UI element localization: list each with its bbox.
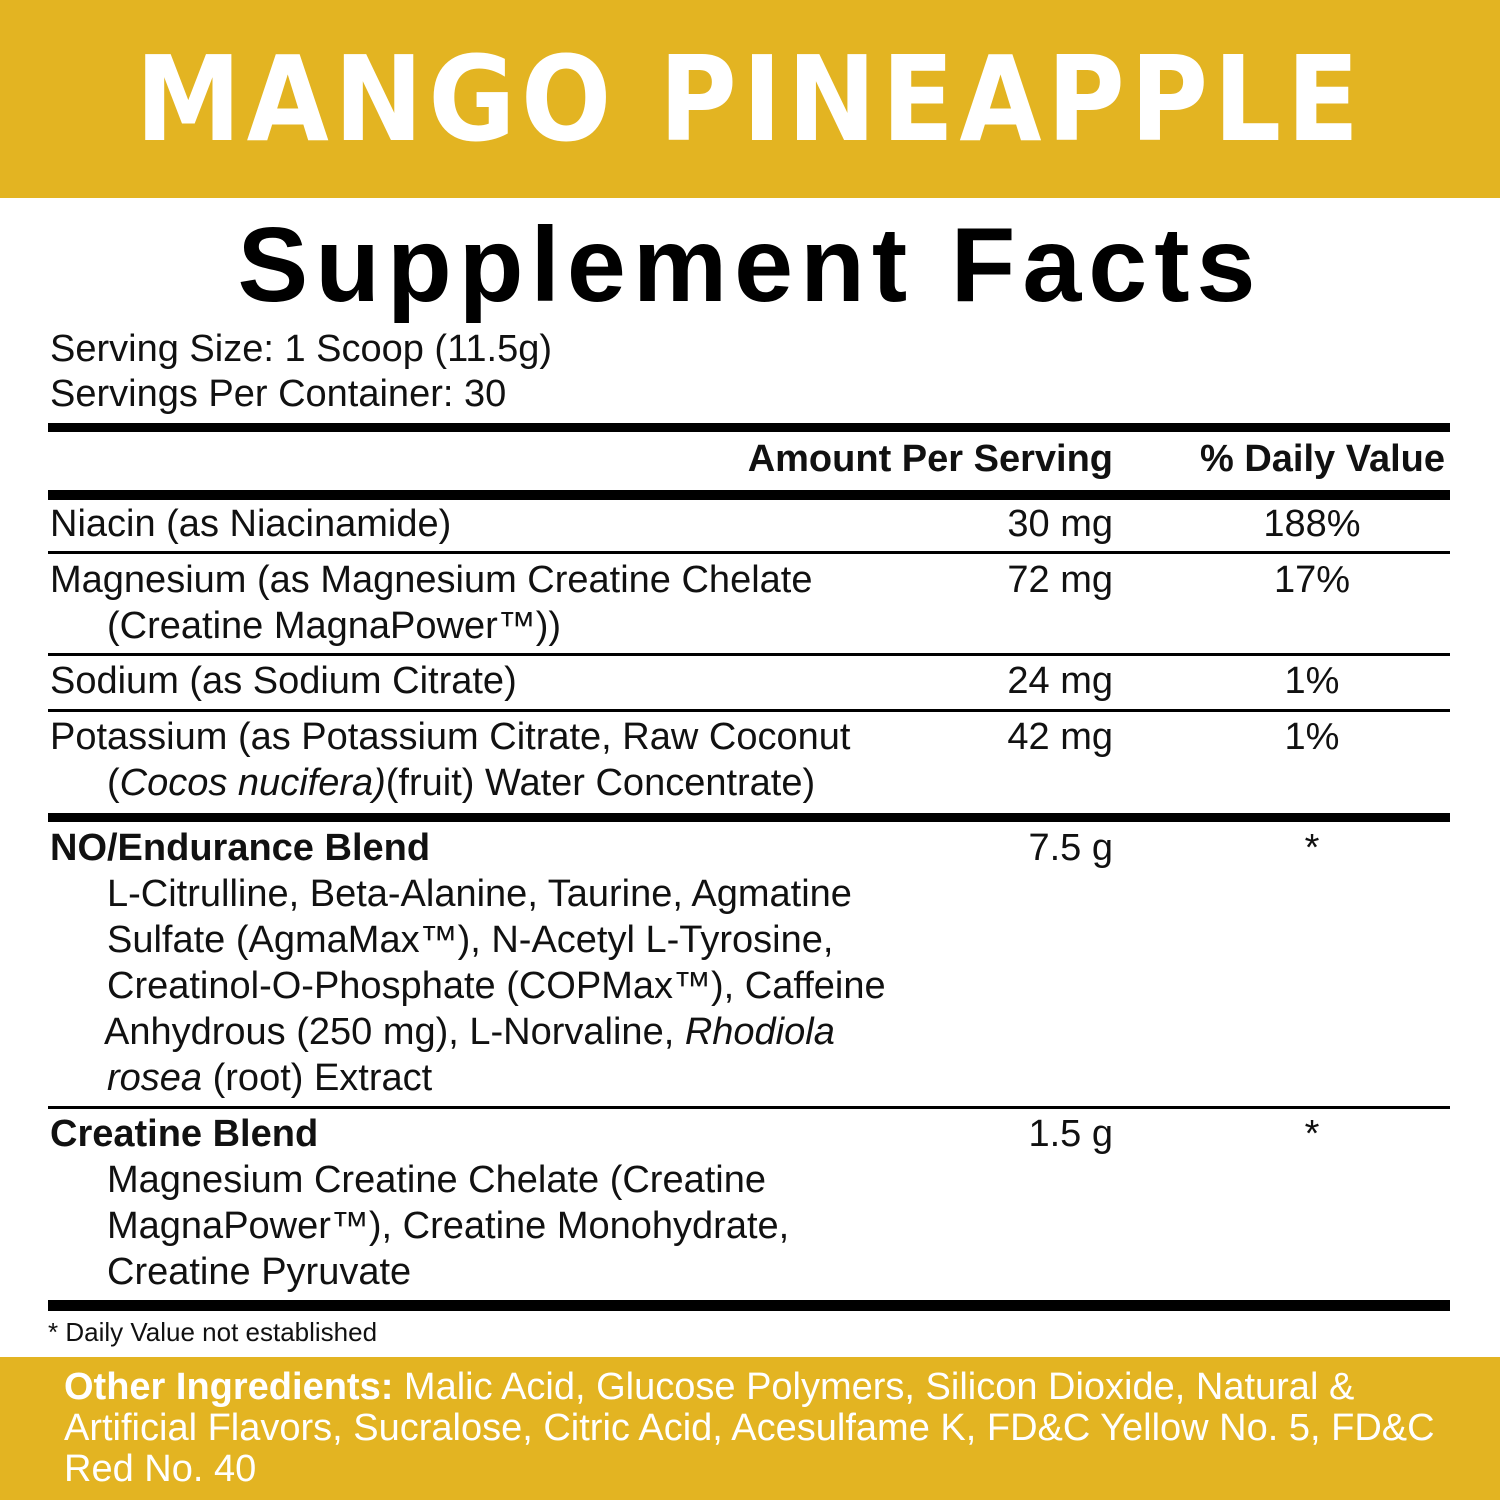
divider [48,813,1450,822]
amount-header: Amount Per Serving [747,438,1113,480]
nutrient-name: Potassium (as Potassium Citrate, Raw Coc… [50,716,851,758]
blend-ingredient-line: MagnaPower™), Creatine Monohydrate, [107,1205,790,1247]
other-ingredients-label: Other Ingredients: [64,1366,394,1408]
italic-text: Cocos nucifera) [119,762,386,804]
nutrient-amount: 24 mg [1007,660,1113,702]
divider [48,653,1450,656]
text: ( [107,762,120,804]
other-ingredients-text: Malic Acid, Glucose Polymers, Silicon Di… [64,1366,1435,1490]
nutrient-amount: 72 mg [1007,559,1113,601]
nutrient-dv: 17% [1273,559,1351,601]
blend-ingredient-line: Anhydrous (250 mg), L-Norvaline, Rhodiol… [104,1009,835,1055]
blend-name: NO/Endurance Blend [50,827,431,869]
nutrient-dv: 1% [1284,716,1340,758]
nutrient-name-cont: (Creatine MagnaPower™)) [107,605,562,647]
italic-text: rosea [107,1057,203,1099]
divider [48,551,1450,554]
text: (fruit) Water Concentrate) [385,762,816,804]
nutrient-name-cont: (Cocos nucifera)(fruit) Water Concentrat… [107,760,815,806]
nutrient-dv: 1% [1284,660,1340,702]
flavor-banner [0,0,1500,198]
nutrient-amount: 30 mg [1007,503,1113,545]
blend-ingredient-line: Sulfate (AgmaMax™), N-Acetyl L-Tyrosine, [107,919,834,961]
nutrient-amount: 42 mg [1007,716,1113,758]
text: Anhydrous (250 mg), L-Norvaline, [104,1011,685,1053]
footnote: * Daily Value not established [48,1317,378,1347]
blend-ingredient-line: Creatine Pyruvate [107,1251,412,1293]
page-title: Supplement Facts [237,206,1263,324]
divider [48,709,1450,712]
italic-text: Rhodiola [684,1011,835,1053]
blend-ingredient-line: Creatinol-O-Phosphate (COPMax™), Caffein… [107,965,886,1007]
blend-ingredient-line: Magnesium Creatine Chelate (Creatine [107,1159,766,1201]
nutrient-name: Magnesium (as Magnesium Creatine Chelate [50,559,813,601]
flavor-title: MANGO PINEAPPLE [135,30,1365,168]
blend-amount: 1.5 g [1028,1113,1113,1155]
blend-name: Creatine Blend [50,1113,319,1155]
blend-ingredient-line: rosea (root) Extract [107,1055,432,1101]
text: (root) Extract [202,1057,433,1099]
blend-dv: * [1304,827,1320,869]
blend-ingredient-line: L-Citrulline, Beta-Alanine, Taurine, Agm… [107,873,852,915]
servings-per-container: Servings Per Container: 30 [50,373,507,415]
blend-dv: * [1304,1113,1320,1155]
divider [48,1300,1450,1311]
blend-amount: 7.5 g [1028,827,1113,869]
dv-header: % Daily Value [1199,438,1445,480]
serving-size: Serving Size: 1 Scoop (11.5g) [50,328,553,370]
nutrient-name: Sodium (as Sodium Citrate) [50,660,517,702]
nutrient-dv: 188% [1263,503,1361,545]
divider [48,423,1450,432]
other-ingredients-banner [0,1357,1500,1500]
nutrient-name: Niacin (as Niacinamide) [50,503,452,545]
other-ingredients: Other Ingredients: Malic Acid, Glucose P… [64,1367,1454,1490]
divider [48,490,1450,500]
divider [48,1106,1450,1109]
